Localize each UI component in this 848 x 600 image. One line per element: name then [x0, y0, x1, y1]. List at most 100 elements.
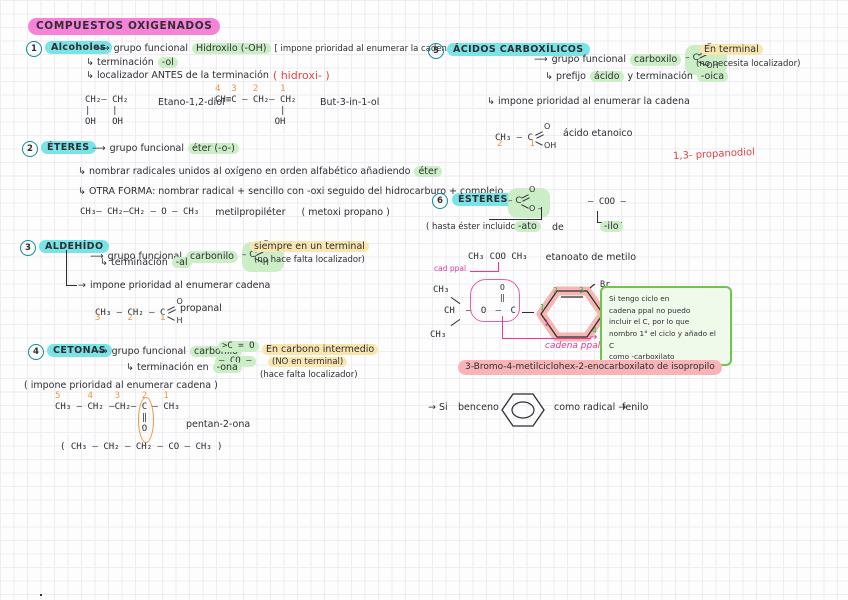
- ester-oxygen-label: O –: [529, 204, 542, 213]
- label: ↳ terminación en: [126, 362, 209, 373]
- section-3-suffix-line: ↳ terminación -al: [100, 257, 192, 269]
- como-radical-label: como radical →: [554, 402, 627, 413]
- formula-etanodiol: CH₂– CH₂ | | OH OH: [85, 95, 129, 127]
- not-terminal-note: (NO en terminal): [268, 357, 348, 368]
- label: ↳ terminación: [86, 57, 154, 68]
- section-5-number: 5: [428, 43, 444, 59]
- hydrogen-label: H: [262, 258, 269, 267]
- suffix-highlight: -oica: [696, 71, 729, 83]
- formula-pentanone-alt: ( CH₃ – CH₂ – CH₂ – CO – CH₃ ): [60, 442, 223, 452]
- elbow-connector: [66, 250, 77, 286]
- aldehyde-group-structure: O H: [165, 297, 191, 326]
- double-bond: ‖: [500, 293, 505, 302]
- oxygen-label: O: [543, 122, 551, 131]
- de-label: de: [552, 222, 564, 233]
- ester-group-structure: – C O O –: [508, 185, 550, 218]
- hydroxyl-label: OH: [706, 61, 719, 70]
- eter-highlight: éter: [414, 166, 442, 178]
- carbonyl-circle-annotation: [138, 397, 154, 443]
- ring-number-2: 2: [553, 286, 558, 295]
- formula-acetic: CH₃ – C: [495, 132, 533, 143]
- label: grupo funcional: [109, 143, 184, 154]
- section-2-title: ÉTERES: [41, 141, 96, 155]
- arrow-glyph: ⟶: [534, 54, 548, 66]
- propanodiol-note: 1,3- propanodiol: [672, 146, 756, 163]
- locator-needed-note: (hace falta localizador): [260, 370, 358, 380]
- benceno-label: benceno: [458, 402, 499, 413]
- hasta-ester-note: ( hasta éster incluido ): [426, 222, 522, 232]
- section-1-suffix-line: ↳ terminación -ol: [86, 57, 178, 69]
- oxygen-label: O: [529, 185, 536, 194]
- bond-line: [450, 318, 461, 327]
- numbering-pentanone: 5 4 3 2 1: [55, 391, 169, 401]
- ester-structure-alt: – COO –: [588, 197, 626, 207]
- label: grupo funcional: [551, 54, 626, 66]
- benzene-ring-icon: [501, 393, 545, 427]
- hydroxyl-label: OH: [543, 141, 557, 150]
- label: ↳ localizador ANTES de la terminación: [86, 69, 269, 81]
- section-4-suffix-line: ↳ terminación en -ona: [126, 362, 242, 374]
- label: impone prioridad al enumerar cadena: [89, 280, 271, 291]
- ketone-structure-1: >C = O: [218, 341, 259, 352]
- name-ether: metilpropiléter: [215, 207, 286, 218]
- functional-group-highlight: carbonilo: [190, 346, 242, 358]
- bond-line: [450, 296, 461, 305]
- arrow-glyph: ⟶: [94, 346, 108, 357]
- carbon-label: – C: [241, 250, 256, 260]
- cadena-ppal-connector: [502, 316, 591, 339]
- section-6-example: CH₃ COO CH₃ etanoato de metilo: [468, 252, 636, 263]
- section-2-number: 2: [22, 141, 38, 157]
- formula-methyl-acetate: CH₃ COO CH₃: [468, 252, 528, 263]
- formula-butinol: CH≡C – CH₂– CH₂ | OH: [215, 95, 297, 127]
- section-3-number: 3: [20, 240, 36, 256]
- ester-circle-annotation: [470, 279, 520, 322]
- label: ↳ terminación: [100, 257, 168, 268]
- carbon-label: – C: [508, 196, 522, 206]
- formula-pentanone-block: CH₃ – CH₂ –CH₂– C – CH₃ ‖ O: [55, 397, 180, 443]
- cycle-naming-note: Si tengo ciclo en cadena ppal no puedo i…: [600, 286, 732, 366]
- suffix-highlight: -ol: [157, 57, 178, 69]
- section-3-title: ALDEHÍDO: [39, 240, 110, 254]
- connector-ato: [489, 207, 542, 220]
- ato-highlight: -ato: [514, 221, 541, 233]
- ink-dot-artifact: [40, 594, 42, 596]
- label: ↳ prefijo: [545, 71, 586, 82]
- section-4-definition: ⟶ grupo funcional carbonilo: [94, 346, 242, 358]
- name-acetic: ácido etanoico: [563, 128, 633, 139]
- section-4-number: 4: [28, 344, 44, 360]
- label: y terminación: [627, 71, 693, 82]
- acid-prefix-highlight: ácido: [590, 71, 624, 83]
- fenilo-label: fenilo: [622, 402, 649, 413]
- arrow-glyph: ⟶: [96, 43, 110, 54]
- carbonyl-oxygen: O: [500, 283, 505, 292]
- name-etanodiol: Etano-1,2-diol: [158, 97, 225, 108]
- no-locator-note: (no necesita localizador): [696, 59, 801, 69]
- functional-group-highlight: Hidroxilo (-OH): [192, 43, 271, 55]
- priority-note: → impone prioridad al enumerar cadena: [78, 280, 271, 291]
- bromine-label: Br: [600, 280, 611, 290]
- section-1-definition: ⟶ grupo funcional Hidroxilo (-OH) [ impo…: [96, 43, 458, 55]
- cadena-ppal-label: cadena ppal: [545, 341, 601, 351]
- name-propanal: propanal: [180, 303, 222, 314]
- oxygen-label: O: [176, 297, 183, 306]
- section-1-locator-line: ↳ localizador ANTES de la terminación ( …: [86, 69, 330, 82]
- section-1-title: Alcoholes: [45, 41, 113, 55]
- priority-note: ↳ impone prioridad al enumerar la cadena: [487, 96, 690, 107]
- ring-number-3: 3: [579, 286, 584, 295]
- bond-line: [522, 312, 534, 314]
- formula-ether: CH₃– CH₂–CH₂ – O – CH₃: [80, 207, 200, 218]
- hydrogen-label: H: [176, 316, 183, 325]
- right-arrow: →: [589, 332, 598, 343]
- numbering-propanal: 3 2 1: [95, 313, 166, 323]
- section-6-title: ÉSTERES: [452, 193, 514, 207]
- hidroxi-note: ( hidroxi- ): [272, 69, 330, 82]
- name-ether-alt: ( metoxi propano ): [301, 207, 390, 218]
- priority-note: ( impone prioridad al enumerar cadena ): [24, 380, 218, 391]
- carbon-label: – C: [685, 53, 699, 63]
- label: grupo funcional: [113, 43, 188, 54]
- carboxyl-group-structure: O OH: [533, 122, 561, 151]
- numbering-butinol: 4 3 2 1: [215, 84, 286, 94]
- label: grupo funcional: [111, 346, 186, 357]
- cad-ppal-label: cad ppal: [434, 264, 467, 273]
